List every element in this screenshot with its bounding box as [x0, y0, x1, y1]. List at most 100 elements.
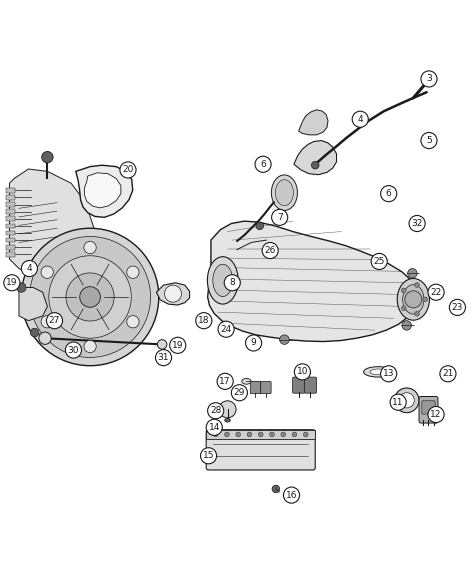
- FancyBboxPatch shape: [6, 252, 15, 256]
- Circle shape: [39, 332, 51, 344]
- Text: 12: 12: [430, 410, 442, 419]
- Text: 25: 25: [374, 257, 385, 266]
- Text: 5: 5: [426, 136, 432, 145]
- FancyBboxPatch shape: [304, 377, 317, 393]
- Ellipse shape: [275, 179, 293, 206]
- Ellipse shape: [271, 175, 298, 210]
- FancyBboxPatch shape: [250, 381, 261, 394]
- Text: 17: 17: [219, 377, 231, 386]
- Circle shape: [219, 401, 236, 418]
- Circle shape: [399, 393, 414, 408]
- Text: 16: 16: [286, 490, 297, 500]
- Circle shape: [218, 321, 234, 338]
- FancyBboxPatch shape: [6, 224, 15, 228]
- Circle shape: [408, 269, 417, 278]
- Circle shape: [65, 342, 82, 358]
- Circle shape: [258, 432, 263, 437]
- FancyBboxPatch shape: [6, 202, 15, 207]
- FancyBboxPatch shape: [422, 401, 435, 414]
- FancyBboxPatch shape: [6, 188, 15, 193]
- Text: 18: 18: [198, 316, 210, 325]
- Circle shape: [272, 209, 288, 225]
- Text: 28: 28: [210, 407, 221, 415]
- Text: 14: 14: [209, 423, 220, 432]
- Circle shape: [381, 366, 397, 382]
- Circle shape: [164, 285, 182, 302]
- Polygon shape: [76, 165, 133, 217]
- Polygon shape: [299, 110, 328, 135]
- Circle shape: [255, 156, 271, 172]
- Ellipse shape: [427, 73, 436, 79]
- Circle shape: [41, 316, 54, 328]
- Text: 26: 26: [264, 246, 276, 255]
- Text: 8: 8: [229, 278, 235, 288]
- Circle shape: [225, 432, 229, 437]
- Circle shape: [201, 448, 217, 464]
- Polygon shape: [9, 169, 104, 273]
- Text: 24: 24: [220, 325, 232, 333]
- Ellipse shape: [364, 367, 393, 377]
- Polygon shape: [208, 221, 418, 342]
- Circle shape: [21, 260, 37, 277]
- Circle shape: [402, 321, 411, 330]
- Circle shape: [256, 222, 264, 229]
- Circle shape: [421, 71, 437, 87]
- Text: 15: 15: [203, 451, 214, 460]
- Circle shape: [155, 350, 172, 366]
- FancyBboxPatch shape: [6, 245, 15, 250]
- Circle shape: [213, 432, 218, 437]
- Text: 6: 6: [260, 160, 266, 168]
- Polygon shape: [156, 283, 190, 305]
- Text: 27: 27: [49, 316, 60, 325]
- Circle shape: [217, 373, 233, 389]
- Circle shape: [231, 385, 247, 401]
- Circle shape: [236, 432, 241, 437]
- Circle shape: [224, 275, 240, 291]
- Circle shape: [247, 432, 252, 437]
- Text: 20: 20: [122, 166, 134, 174]
- Ellipse shape: [242, 378, 251, 384]
- Circle shape: [127, 266, 139, 278]
- Text: 31: 31: [158, 353, 169, 362]
- Circle shape: [281, 432, 285, 437]
- Text: 4: 4: [27, 264, 32, 273]
- Text: 32: 32: [411, 219, 423, 228]
- Circle shape: [80, 287, 100, 307]
- Ellipse shape: [370, 369, 387, 375]
- Circle shape: [262, 243, 278, 259]
- FancyBboxPatch shape: [6, 231, 15, 235]
- Text: 7: 7: [277, 213, 283, 222]
- Circle shape: [17, 283, 26, 292]
- Text: 30: 30: [68, 346, 79, 355]
- FancyBboxPatch shape: [419, 397, 438, 423]
- Circle shape: [29, 236, 151, 358]
- FancyBboxPatch shape: [206, 430, 315, 470]
- Ellipse shape: [397, 278, 429, 320]
- Text: 11: 11: [392, 398, 404, 407]
- Circle shape: [30, 328, 39, 337]
- Text: 6: 6: [386, 189, 392, 198]
- Circle shape: [84, 242, 96, 254]
- Circle shape: [381, 186, 397, 202]
- FancyBboxPatch shape: [292, 377, 305, 393]
- Circle shape: [157, 340, 167, 349]
- Circle shape: [405, 291, 422, 308]
- Text: 13: 13: [383, 369, 394, 378]
- FancyBboxPatch shape: [6, 209, 15, 214]
- Circle shape: [66, 273, 114, 321]
- Circle shape: [401, 306, 406, 311]
- Circle shape: [170, 338, 186, 354]
- Circle shape: [428, 407, 444, 423]
- Text: 19: 19: [6, 278, 18, 288]
- FancyBboxPatch shape: [6, 195, 15, 200]
- Polygon shape: [294, 140, 337, 175]
- Text: 10: 10: [297, 367, 308, 377]
- Circle shape: [394, 388, 419, 413]
- Circle shape: [246, 335, 262, 351]
- Polygon shape: [84, 173, 121, 208]
- Circle shape: [292, 432, 297, 437]
- Circle shape: [283, 487, 300, 503]
- Circle shape: [84, 340, 96, 352]
- Circle shape: [311, 162, 319, 169]
- Circle shape: [440, 366, 456, 382]
